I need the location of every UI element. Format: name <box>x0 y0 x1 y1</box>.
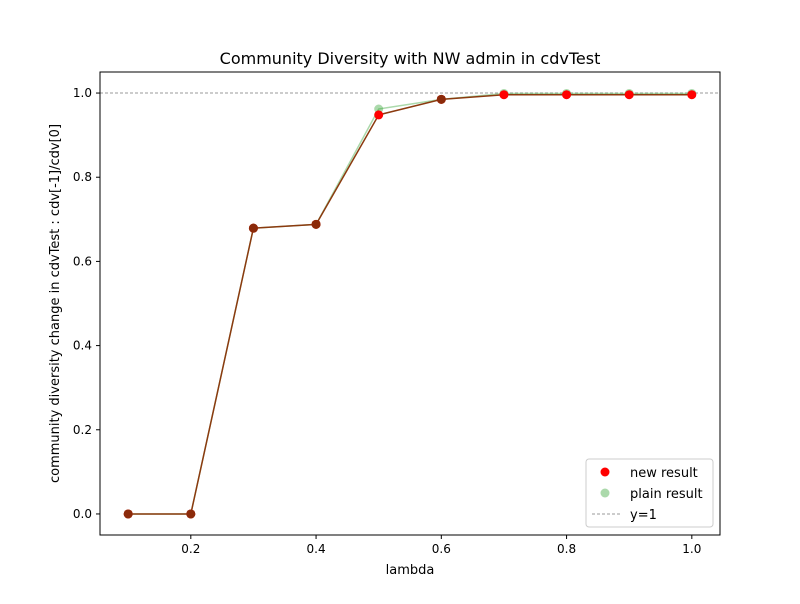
legend-label-plain-result: plain result <box>630 487 703 502</box>
series-line-new-result <box>128 93 692 515</box>
y-tick-label: 0.0 <box>73 507 92 521</box>
x-tick-label: 0.4 <box>307 542 326 556</box>
point-overlap <box>436 94 446 104</box>
chart-title: Community Diversity with NW admin in cdv… <box>220 49 601 68</box>
legend-marker-new-result <box>600 467 610 477</box>
x-axis-label: lambda <box>386 563 435 578</box>
y-tick-label: 0.2 <box>73 423 92 437</box>
series-line-plain-result <box>128 92 692 515</box>
point-overlap <box>248 223 258 233</box>
x-tick-label: 0.8 <box>557 542 576 556</box>
point-new-result <box>499 90 509 100</box>
y-tick-label: 0.4 <box>73 339 92 353</box>
point-new-result <box>624 90 634 100</box>
legend-box <box>585 458 714 528</box>
legend-marker-plain-result <box>600 488 610 498</box>
y-axis-label: community diversity change in cdvTest : … <box>48 124 63 483</box>
point-overlap <box>123 509 133 519</box>
legend: new result plain result y=1 <box>585 458 714 528</box>
point-new-result <box>687 90 697 100</box>
legend-label-reference-line: y=1 <box>630 508 657 523</box>
point-new-result <box>562 90 572 100</box>
y-tick-label: 0.8 <box>73 170 92 184</box>
x-tick-label: 1.0 <box>682 542 701 556</box>
point-new-result <box>374 110 384 120</box>
point-overlap <box>311 219 321 229</box>
x-tick-label: 0.6 <box>432 542 451 556</box>
point-overlap <box>186 509 196 519</box>
y-tick-label: 1.0 <box>73 86 92 100</box>
legend-label-new-result: new result <box>630 466 698 481</box>
y-tick-label: 0.6 <box>73 254 92 268</box>
plot-frame <box>99 71 721 536</box>
x-tick-label: 0.2 <box>181 542 200 556</box>
